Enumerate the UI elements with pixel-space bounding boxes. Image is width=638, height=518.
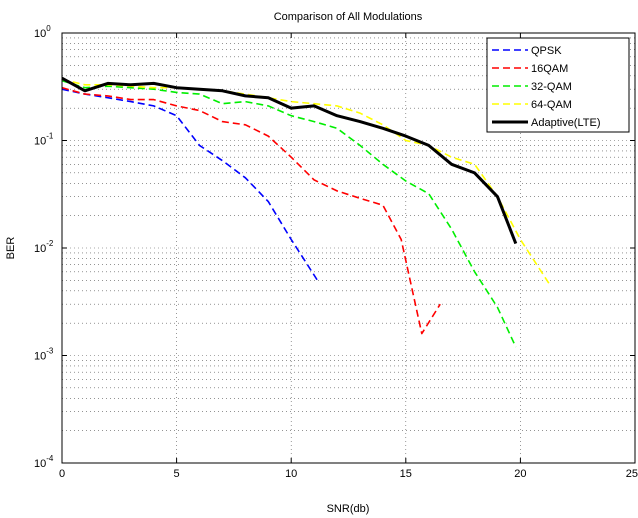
y-tick-label: 10-1 [34, 132, 54, 148]
x-tick-label: 10 [285, 468, 297, 480]
x-tick-label: 5 [174, 468, 180, 480]
legend: QPSK 16QAM 32-QAM 64-QAM Adaptive(LTE) [486, 37, 630, 133]
y-tick-label: 10-4 [34, 454, 54, 470]
series-layer [61, 76, 551, 348]
y-tick-label: 100 [34, 24, 51, 40]
y-tick-label: 10-3 [34, 347, 54, 363]
series-line-qpsk [61, 88, 320, 283]
legend-label: 64-QAM [531, 99, 572, 111]
legend-label: QPSK [531, 45, 562, 57]
series-line-64-qam [61, 78, 551, 286]
x-tick-label: 0 [59, 468, 65, 480]
series-line-16qam [61, 86, 441, 335]
y-axis-ticks: 100 10-1 10-2 10-3 10-4 [34, 24, 635, 470]
legend-label: 16QAM [531, 63, 568, 75]
series-line-32-qam [61, 79, 517, 348]
x-tick-label: 20 [514, 468, 526, 480]
x-axis-label: SNR(db) [327, 503, 370, 515]
legend-box [486, 37, 630, 133]
legend-label: Adaptive(LTE) [531, 117, 601, 129]
x-tick-label: 25 [626, 468, 638, 480]
y-tick-label: 10-2 [34, 239, 54, 255]
legend-label: 32-QAM [531, 81, 572, 93]
series-line-adaptive-lte [61, 76, 518, 245]
x-axis-ticks: 0 5 10 15 20 25 [59, 33, 638, 480]
chart-title: Comparison of All Modulations [274, 11, 423, 23]
y-axis-label: BER [5, 237, 17, 260]
x-tick-label: 15 [400, 468, 412, 480]
